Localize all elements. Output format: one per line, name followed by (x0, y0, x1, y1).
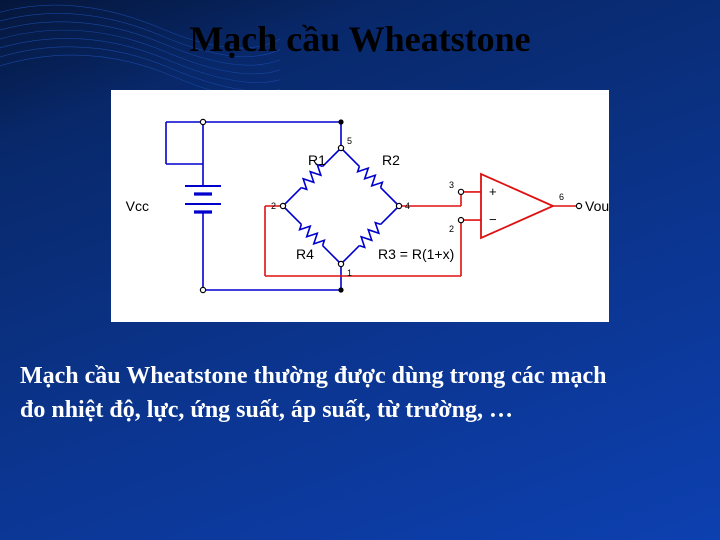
svg-text:2: 2 (271, 201, 276, 211)
svg-text:R4: R4 (296, 246, 314, 262)
svg-text:R2: R2 (382, 152, 400, 168)
svg-text:+: + (489, 184, 497, 199)
caption-line-2: đo nhiệt độ, lực, ứng suất, áp suất, từ … (20, 397, 513, 423)
svg-text:Vcc: Vcc (126, 198, 149, 214)
svg-text:6: 6 (559, 192, 564, 202)
slide-caption: Mạch cầu Wheatstone thường được dùng tro… (0, 322, 720, 427)
svg-text:4: 4 (405, 201, 410, 211)
caption-line-1: Mạch cầu Wheatstone thường được dùng tro… (20, 363, 607, 389)
svg-text:3: 3 (449, 180, 454, 190)
svg-text:2: 2 (449, 224, 454, 234)
svg-text:Vout: Vout (585, 198, 609, 214)
svg-text:R1: R1 (308, 152, 326, 168)
svg-text:1: 1 (347, 268, 352, 278)
svg-text:−: − (489, 212, 497, 227)
svg-text:R3 = R(1+x): R3 = R(1+x) (378, 246, 454, 262)
svg-text:5: 5 (347, 136, 352, 146)
slide-title: Mạch cầu Wheatstone (0, 0, 720, 60)
circuit-diagram: Vcc R1 R2 R4 R3 = R(1+x) Vout + − 5 2 4 1 3 2 6 (111, 90, 609, 322)
